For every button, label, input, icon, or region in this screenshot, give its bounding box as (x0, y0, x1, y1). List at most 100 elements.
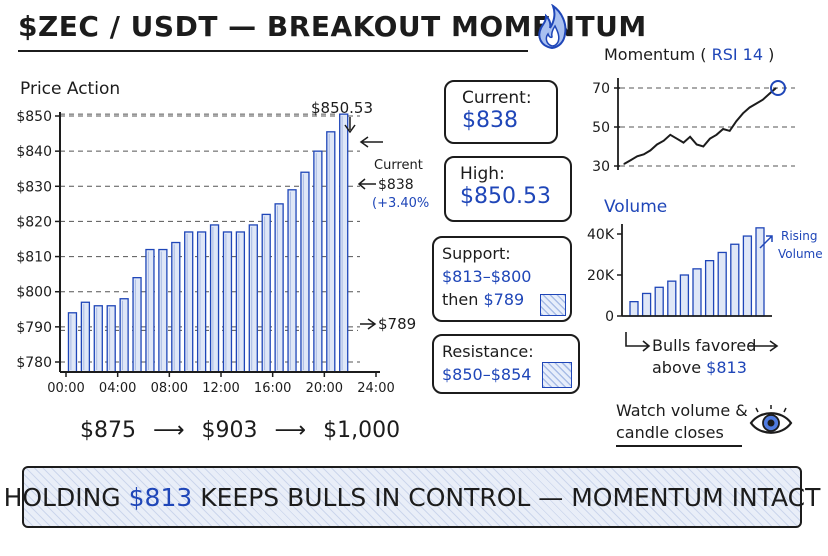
rsi-point (762, 99, 764, 101)
price-x-tick-label: 00:00 (47, 381, 84, 396)
peak-arrowhead (344, 124, 356, 134)
price-y-tick-label: $790 (16, 320, 52, 336)
target-2: $903 (201, 418, 258, 443)
rsi-point (729, 130, 731, 132)
banner-pre: HOLDING (3, 482, 121, 512)
price-bar (339, 113, 349, 373)
corner-arrow (625, 332, 651, 352)
rsi-point (682, 142, 685, 144)
volume-bar (742, 235, 753, 317)
rsi-point (742, 112, 744, 114)
price-bar (235, 231, 246, 373)
bottom-banner: HOLDING $813 KEEPS BULLS IN CONTROL — MO… (4, 466, 820, 528)
momentum-title-prefix: Momentum ( (604, 45, 707, 64)
rising-volume-line2: Volume (778, 247, 823, 261)
bulls-above: above $813 (652, 358, 747, 377)
price-x-tick-label: 04:00 (99, 381, 136, 396)
current-price-arrow (357, 178, 376, 190)
high-card-label: High: (460, 164, 505, 184)
volume-bar (667, 280, 677, 317)
price-y-tick-label: $820 (16, 214, 52, 230)
price-bar (119, 298, 129, 373)
rsi-point (768, 93, 770, 95)
price-bar (196, 231, 207, 373)
price-bar (171, 241, 181, 373)
rsi-y-tick-label: 30 (592, 159, 610, 175)
price-bar (287, 189, 297, 373)
price-bar (261, 213, 271, 373)
resistance-card-range: $850–$854 (442, 365, 532, 384)
support-card-range: $813–$800 (442, 267, 532, 286)
volume-y-tick-label: 0 (605, 309, 614, 325)
price-y-tick-label: $840 (16, 144, 52, 160)
rsi-point (656, 143, 658, 146)
current-card-value: $838 (462, 108, 518, 133)
volume-bar (692, 268, 702, 317)
watch-note-underline (616, 445, 742, 447)
rsi-point (722, 128, 724, 130)
price-bar (313, 150, 323, 373)
current-card: Current: $838 (444, 80, 558, 144)
price-y-tick-label: $780 (16, 355, 52, 371)
price-bar (106, 305, 116, 373)
rising-volume-line1: Rising (781, 229, 817, 243)
price-bar (274, 203, 284, 373)
volume-chart: 0 20K 40K Rising Volume (587, 224, 823, 325)
price-bar (300, 171, 310, 373)
volume-bar (629, 301, 639, 317)
rsi-point (649, 149, 651, 151)
rsi-point (735, 120, 737, 122)
support-card-then: then $789 (442, 290, 570, 309)
resistance-card: Resistance: $850–$854 (432, 334, 580, 394)
price-y-tick-label: $850 (16, 109, 52, 125)
flame-icon (538, 4, 567, 50)
volume-bar (755, 227, 765, 317)
bulls-above-label: above (652, 358, 702, 377)
volume-y-tick-label: 20K (587, 268, 615, 284)
volume-bar (641, 292, 652, 317)
volume-bar (654, 286, 664, 317)
targets-row: $875 ⟶ $903 ⟶ $1,000 (80, 418, 410, 443)
support-arrow (360, 318, 377, 330)
target-arrow-2: ⟶ (274, 418, 307, 443)
price-y-tick-label: $830 (16, 179, 52, 195)
volume-bar (704, 260, 715, 317)
high-card-value: $850.53 (460, 184, 551, 209)
rsi-point (623, 163, 625, 165)
price-bar (158, 248, 168, 373)
volume-bar (717, 251, 727, 317)
title-underline (18, 50, 528, 52)
price-bar (222, 231, 233, 373)
price-bar (248, 224, 258, 373)
price-bar (184, 231, 194, 373)
support-card: Support: $813–$800 then $789 (432, 236, 572, 322)
resistance-swatch (542, 362, 572, 388)
volume-bar (730, 243, 740, 317)
support-swatch (540, 294, 566, 316)
momentum-title-value: RSI 14 (711, 45, 764, 64)
rsi-point (702, 145, 704, 148)
price-x-tick-label: 24:00 (357, 381, 394, 396)
price-x-tick-label: 12:00 (202, 381, 239, 396)
rsi-point (709, 138, 711, 140)
rsi-point (749, 106, 751, 109)
rsi-point (663, 140, 665, 142)
current-card-label: Current: (462, 88, 532, 108)
rsi-point (715, 134, 718, 136)
eye-icon (749, 405, 793, 434)
rsi-point (669, 134, 671, 136)
rsi-y-tick-label: 70 (592, 81, 610, 97)
watch-note-line1: Watch volume & (616, 401, 748, 420)
rsi-point (636, 155, 638, 157)
peak-label: $850.53 (311, 99, 373, 117)
volume-bar (679, 274, 690, 317)
price-x-tick-label: 20:00 (306, 381, 343, 396)
bulls-arrow (748, 340, 779, 352)
current-annotation-price: $838 (378, 177, 414, 193)
price-x-tick-label: 16:00 (254, 381, 291, 396)
target-arrow-1: ⟶ (153, 418, 185, 443)
rsi-point (775, 87, 777, 89)
price-bar (93, 305, 103, 373)
volume-title: Volume (604, 197, 668, 217)
price-x-tick-label: 08:00 (151, 381, 188, 396)
